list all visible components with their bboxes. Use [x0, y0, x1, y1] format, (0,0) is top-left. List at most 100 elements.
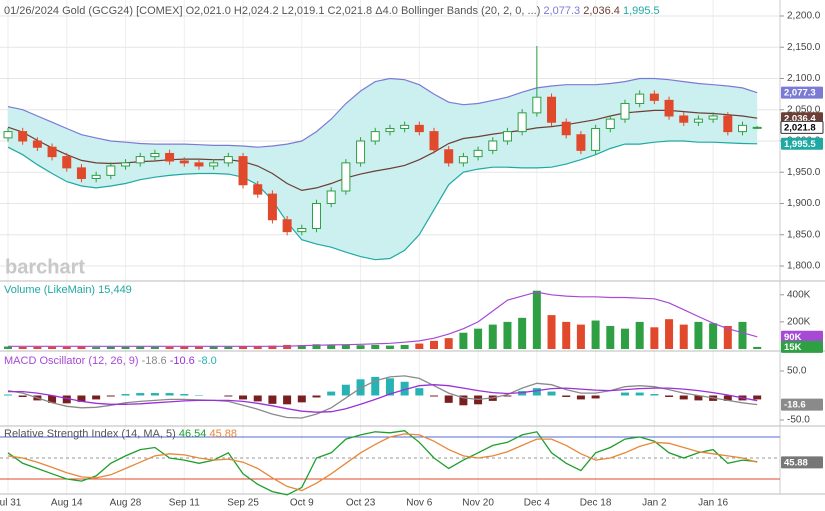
x-tick-label: Nov 20 [462, 498, 494, 509]
histogram-bar [283, 395, 292, 405]
grid [0, 0, 780, 494]
last-label: 45.88 [209, 428, 237, 440]
last-label: -18.6 [142, 355, 167, 367]
title: MACD Oscillator (12, 26, 9) [4, 355, 138, 367]
candle-body [385, 127, 395, 133]
histogram-bar [591, 395, 600, 399]
volume-bar [268, 345, 277, 349]
band-line [7, 140, 758, 261]
histogram-bar [576, 395, 585, 400]
histogram-bar [679, 395, 688, 400]
candle-body [76, 167, 86, 179]
volume-bar [194, 346, 203, 349]
rsi-line [7, 430, 758, 496]
histogram-bar [136, 393, 145, 396]
macd-line [8, 384, 758, 413]
candle-body [752, 126, 762, 129]
volume-bar [753, 346, 762, 349]
price-header: 01/26/2024 Gold (GCG24) [COMEX] O2,021.0… [4, 5, 660, 17]
plot-area: Jul 31 Aug 14 Aug 28 Sep 11 Sep 25 Oct 9 Oct 2… [0, 11, 824, 509]
y-tick-label: 1,800.0 [787, 261, 821, 272]
candle-body [723, 115, 733, 133]
candle-body [488, 140, 498, 151]
watermark: barchart [5, 256, 85, 278]
volume-bar [356, 345, 365, 349]
band-label: 2,077.3 [543, 5, 580, 17]
histogram-bar [694, 395, 703, 401]
rsi-header: Relative Strength Index (14, MA, 5) 46.5… [4, 428, 237, 440]
x-tick-label: Sep 11 [169, 498, 200, 509]
title: 01/26/2024 Gold (GCG24) [COMEX] [4, 5, 183, 17]
volume-bar [620, 328, 629, 349]
volume-bar [33, 346, 42, 349]
histogram-bar [547, 391, 556, 396]
histogram-bar [415, 388, 424, 396]
candle-body [311, 202, 321, 229]
volume-bar [283, 344, 292, 349]
band-label: 2,036.4 [583, 5, 620, 17]
histogram-bar [18, 395, 27, 397]
volume-bar [679, 324, 688, 349]
candle-body [591, 127, 601, 151]
histogram-bar [62, 395, 71, 404]
y-tick-label: 2,200.0 [787, 11, 821, 22]
x-tick-label: Aug 28 [110, 498, 142, 509]
rsi-line [7, 433, 758, 492]
histogram-bar [459, 395, 468, 406]
volume-bar [430, 340, 439, 349]
volume-bar [532, 290, 541, 349]
histogram-bar [77, 395, 86, 402]
y-tick-label: 2,150.0 [787, 42, 821, 53]
volume-bar [77, 346, 86, 349]
x-tick-label: Jan 2 [642, 498, 667, 509]
histogram-bar [518, 391, 527, 396]
overlay-title: Bollinger Bands (20, 2, 0, ...) [401, 5, 540, 17]
band-line [7, 77, 758, 148]
histogram-bar [562, 395, 571, 397]
histogram-bar [650, 394, 659, 396]
candle-body [708, 115, 718, 120]
volume-bar [150, 346, 159, 349]
histogram-bar [224, 395, 233, 397]
candle-body [223, 156, 233, 164]
candle-body [47, 146, 57, 158]
y-tick-label: 1,950.0 [787, 167, 821, 178]
volume-ma [8, 291, 758, 347]
x-tick-label: Dec 18 [580, 498, 612, 509]
candle-body [414, 124, 424, 133]
histogram-bar [92, 395, 101, 400]
histogram-bar [723, 395, 732, 401]
x-tick-label: Oct 9 [290, 498, 314, 509]
x-tick-label: Nov 6 [406, 498, 433, 509]
volume-bar [371, 344, 380, 349]
volume-bar [253, 346, 262, 349]
histogram-bar [327, 391, 336, 396]
volume-bar [180, 346, 189, 349]
value-box [781, 86, 823, 99]
volume-bar [459, 332, 468, 349]
macd-line [7, 375, 758, 419]
volume-bar [709, 323, 718, 349]
volume-bar [297, 345, 306, 349]
volume-bar [503, 321, 512, 349]
histogram-bar [444, 395, 453, 403]
volume-bar [341, 344, 350, 349]
candle-body [194, 162, 204, 167]
volume-bar [121, 346, 130, 349]
volume-bar [136, 346, 145, 349]
histogram-bar [48, 395, 57, 403]
volume-bar [209, 346, 218, 349]
histogram-bar [371, 376, 380, 396]
x-tick-label: Aug 14 [51, 498, 83, 509]
value-box-label: 2,021.8 [784, 122, 816, 133]
candle-body [400, 124, 410, 129]
volume-bar [576, 324, 585, 349]
candle-body [165, 152, 175, 162]
candle-body [679, 115, 689, 123]
x-tick-label: Oct 23 [346, 498, 376, 509]
volume-bar [106, 346, 115, 349]
value-box-label: 15K [784, 342, 802, 353]
candle-body [3, 131, 13, 139]
x-tick-label: Jan 16 [698, 498, 728, 509]
